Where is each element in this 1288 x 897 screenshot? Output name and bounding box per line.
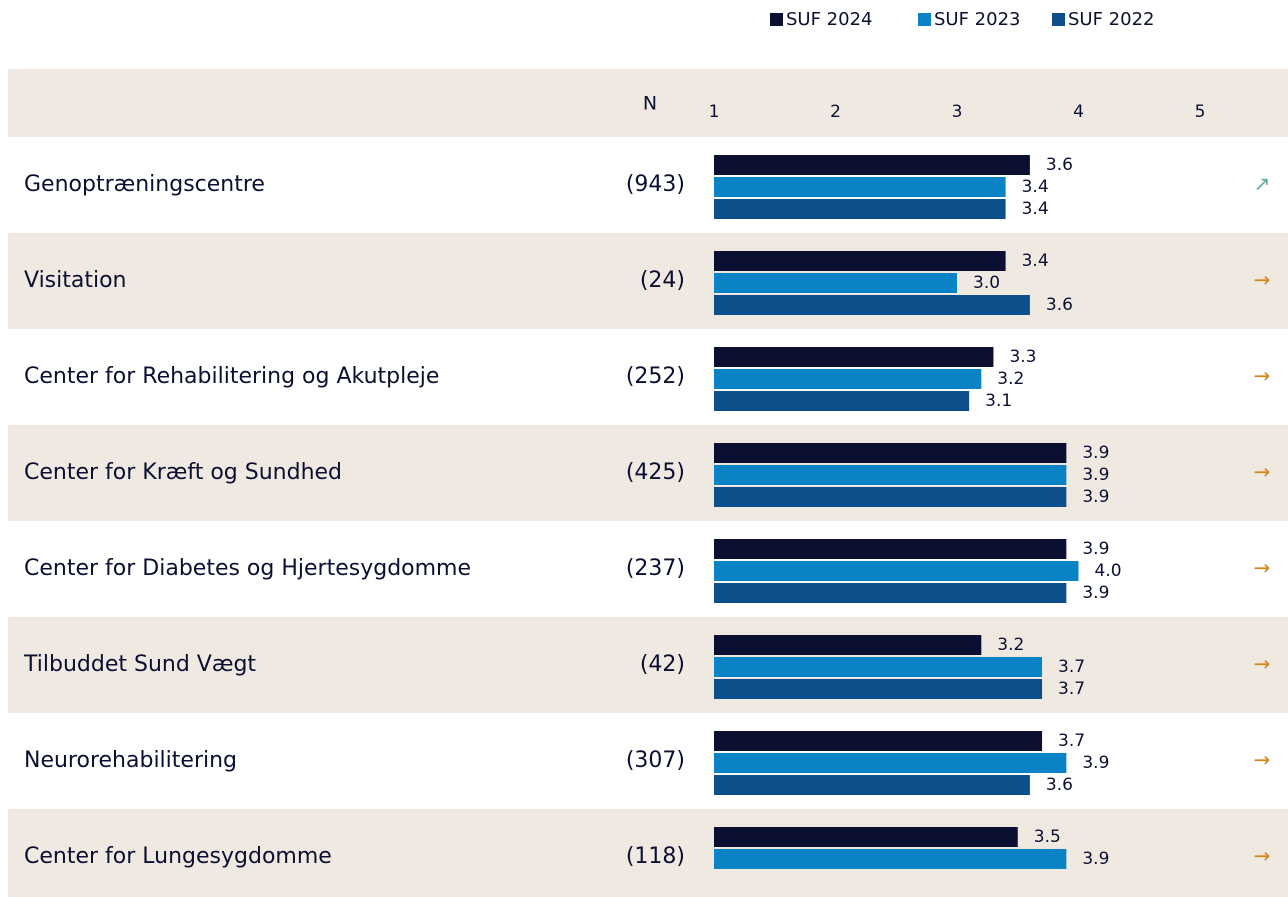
bar	[714, 177, 1006, 197]
x-tick-label: 5	[1195, 102, 1206, 122]
value-label: 3.4	[1022, 251, 1049, 271]
x-tick-label: 2	[830, 102, 841, 122]
trend-icon: ↗	[1254, 172, 1271, 196]
value-label: 3.4	[1022, 199, 1049, 219]
value-label: 3.3	[1009, 347, 1036, 367]
n-label: (425)	[626, 460, 685, 485]
n-label: (237)	[626, 556, 685, 581]
bar	[714, 369, 982, 389]
trend-icon: →	[1254, 556, 1271, 580]
value-label: 3.1	[985, 391, 1012, 411]
value-label: 3.2	[997, 369, 1024, 389]
value-label: 3.2	[997, 635, 1024, 655]
x-tick-label: 1	[709, 102, 720, 122]
value-label: 3.9	[1082, 583, 1109, 603]
value-label: 3.5	[1034, 827, 1061, 847]
bar	[714, 273, 957, 293]
bar	[714, 347, 994, 367]
value-label: 4.0	[1095, 561, 1122, 581]
bar	[714, 679, 1043, 699]
n-label: (943)	[626, 172, 685, 197]
value-label: 3.7	[1058, 731, 1085, 751]
value-label: 3.9	[1082, 539, 1109, 559]
value-label: 3.6	[1046, 155, 1073, 175]
legend-swatch	[1052, 13, 1065, 26]
category-label: Genoptræningscentre	[24, 172, 265, 197]
value-label: 3.6	[1046, 775, 1073, 795]
value-label: 3.9	[1082, 849, 1109, 869]
bar	[714, 539, 1067, 559]
category-label: Tilbuddet Sund Vægt	[23, 652, 256, 677]
category-label: Visitation	[24, 268, 127, 293]
value-label: 3.0	[973, 273, 1000, 293]
bar	[714, 443, 1067, 463]
bar	[714, 849, 1067, 869]
value-label: 3.9	[1082, 753, 1109, 773]
bar	[714, 731, 1043, 751]
value-label: 3.9	[1082, 465, 1109, 485]
row-band	[8, 809, 1288, 897]
bar	[714, 775, 1030, 795]
category-label: Center for Diabetes og Hjertesygdomme	[24, 556, 471, 581]
n-label: (118)	[626, 844, 685, 869]
value-label: 3.4	[1022, 177, 1049, 197]
trend-icon: →	[1254, 364, 1271, 388]
row-band	[8, 233, 1288, 329]
row-band	[8, 425, 1288, 521]
n-label: (24)	[640, 268, 685, 293]
bar	[714, 465, 1067, 485]
legend-swatch	[770, 13, 783, 26]
value-label: 3.9	[1082, 487, 1109, 507]
legend-label: SUF 2023	[934, 9, 1020, 30]
bar	[714, 635, 982, 655]
trend-icon: →	[1254, 748, 1271, 772]
legend-label: SUF 2024	[786, 9, 872, 30]
bar	[714, 295, 1030, 315]
category-label: Neurorehabilitering	[24, 748, 237, 773]
n-label: (252)	[626, 364, 685, 389]
category-label: Center for Lungesygdomme	[24, 844, 332, 869]
header-band	[8, 69, 1288, 137]
n-label: (42)	[640, 652, 685, 677]
n-label: (307)	[626, 748, 685, 773]
category-label: Center for Rehabilitering og Akutpleje	[24, 364, 439, 389]
bar	[714, 827, 1018, 847]
legend-label: SUF 2022	[1068, 9, 1154, 30]
bar	[714, 487, 1067, 507]
x-tick-label: 3	[952, 102, 963, 122]
trend-icon: →	[1254, 268, 1271, 292]
trend-icon: →	[1254, 460, 1271, 484]
row-band	[8, 617, 1288, 713]
bar	[714, 251, 1006, 271]
bar	[714, 561, 1079, 581]
bar	[714, 657, 1043, 677]
x-tick-label: 4	[1073, 102, 1084, 122]
bar	[714, 155, 1030, 175]
legend-swatch	[918, 13, 931, 26]
n-header: N	[643, 93, 657, 115]
trend-icon: →	[1254, 652, 1271, 676]
category-label: Center for Kræft og Sundhed	[24, 460, 342, 485]
bar	[714, 753, 1067, 773]
bar	[714, 583, 1067, 603]
value-label: 3.7	[1058, 657, 1085, 677]
trend-icon: →	[1254, 844, 1271, 868]
bar	[714, 199, 1006, 219]
bar	[714, 391, 970, 411]
value-label: 3.7	[1058, 679, 1085, 699]
value-label: 3.6	[1046, 295, 1073, 315]
value-label: 3.9	[1082, 443, 1109, 463]
